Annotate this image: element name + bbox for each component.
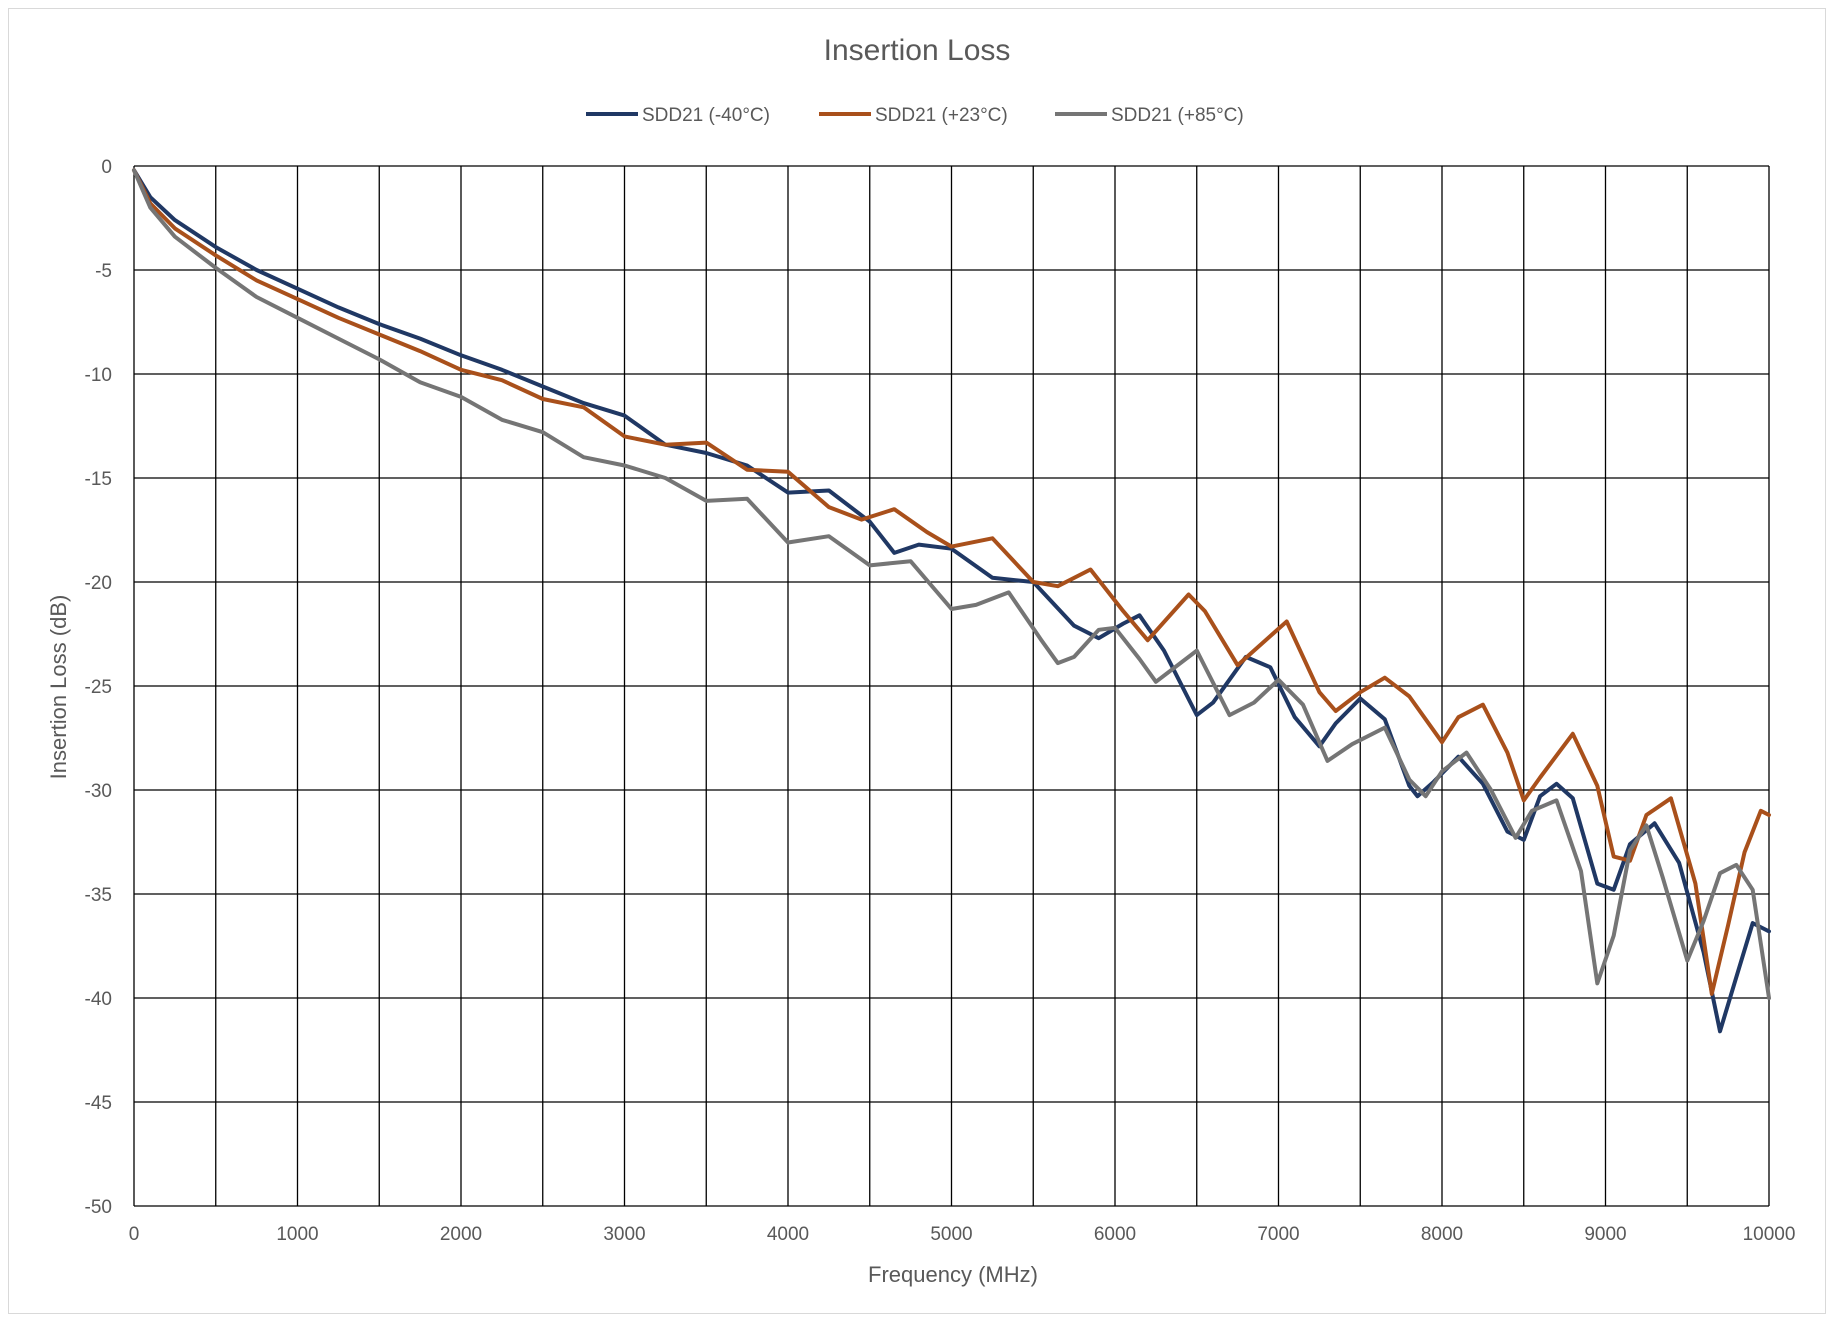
series-line-1 <box>132 168 1771 1034</box>
series-line-2 <box>132 168 1771 996</box>
x-tick-label: 6000 <box>1094 1224 1136 1245</box>
x-tick-label: 8000 <box>1421 1224 1463 1245</box>
x-axis-label: Frequency (MHz) <box>868 1262 1038 1287</box>
y-tick-label: -30 <box>85 781 112 802</box>
x-tick-label: 4000 <box>767 1224 809 1245</box>
y-tick-label: -5 <box>95 261 112 282</box>
y-tick-label: -25 <box>85 677 112 698</box>
y-tick-label: 0 <box>101 157 112 178</box>
y-tick-label: -40 <box>85 989 112 1010</box>
legend-label-3: SDD21 (+85°C) <box>1111 105 1244 126</box>
series-lines <box>132 168 1771 1034</box>
x-tick-label: 9000 <box>1584 1224 1626 1245</box>
y-tick-label: -15 <box>85 469 112 490</box>
x-tick-label: 2000 <box>440 1224 482 1245</box>
x-tick-label: 3000 <box>603 1224 645 1245</box>
y-tick-label: -20 <box>85 573 112 594</box>
x-tick-label: 10000 <box>1743 1224 1796 1245</box>
y-axis-label: Insertion Loss (dB) <box>46 595 71 780</box>
x-tick-label: 5000 <box>930 1224 972 1245</box>
y-tick-label: -35 <box>85 885 112 906</box>
x-tick-label: 0 <box>129 1224 140 1245</box>
y-tick-label: -50 <box>85 1197 112 1218</box>
x-tick-label: 1000 <box>276 1224 318 1245</box>
chart-frame <box>8 8 1826 1314</box>
legend-label-2: SDD21 (+23°C) <box>875 105 1008 126</box>
y-tick-label: -10 <box>85 365 112 386</box>
series-line-3 <box>132 168 1771 1000</box>
tick-labels: 0 1000 2000 3000 4000 5000 6000 7000 8000 9000 100… <box>85 157 1796 1245</box>
x-tick-label: 7000 <box>1257 1224 1299 1245</box>
y-tick-label: -45 <box>85 1093 112 1114</box>
chart-title: Insertion Loss <box>824 34 1011 67</box>
legend-label-1: SDD21 (-40°C) <box>642 105 770 126</box>
legend: SDD21 (-40°C) SDD21 (+23°C) SDD21 (+85°C) <box>586 105 1244 126</box>
